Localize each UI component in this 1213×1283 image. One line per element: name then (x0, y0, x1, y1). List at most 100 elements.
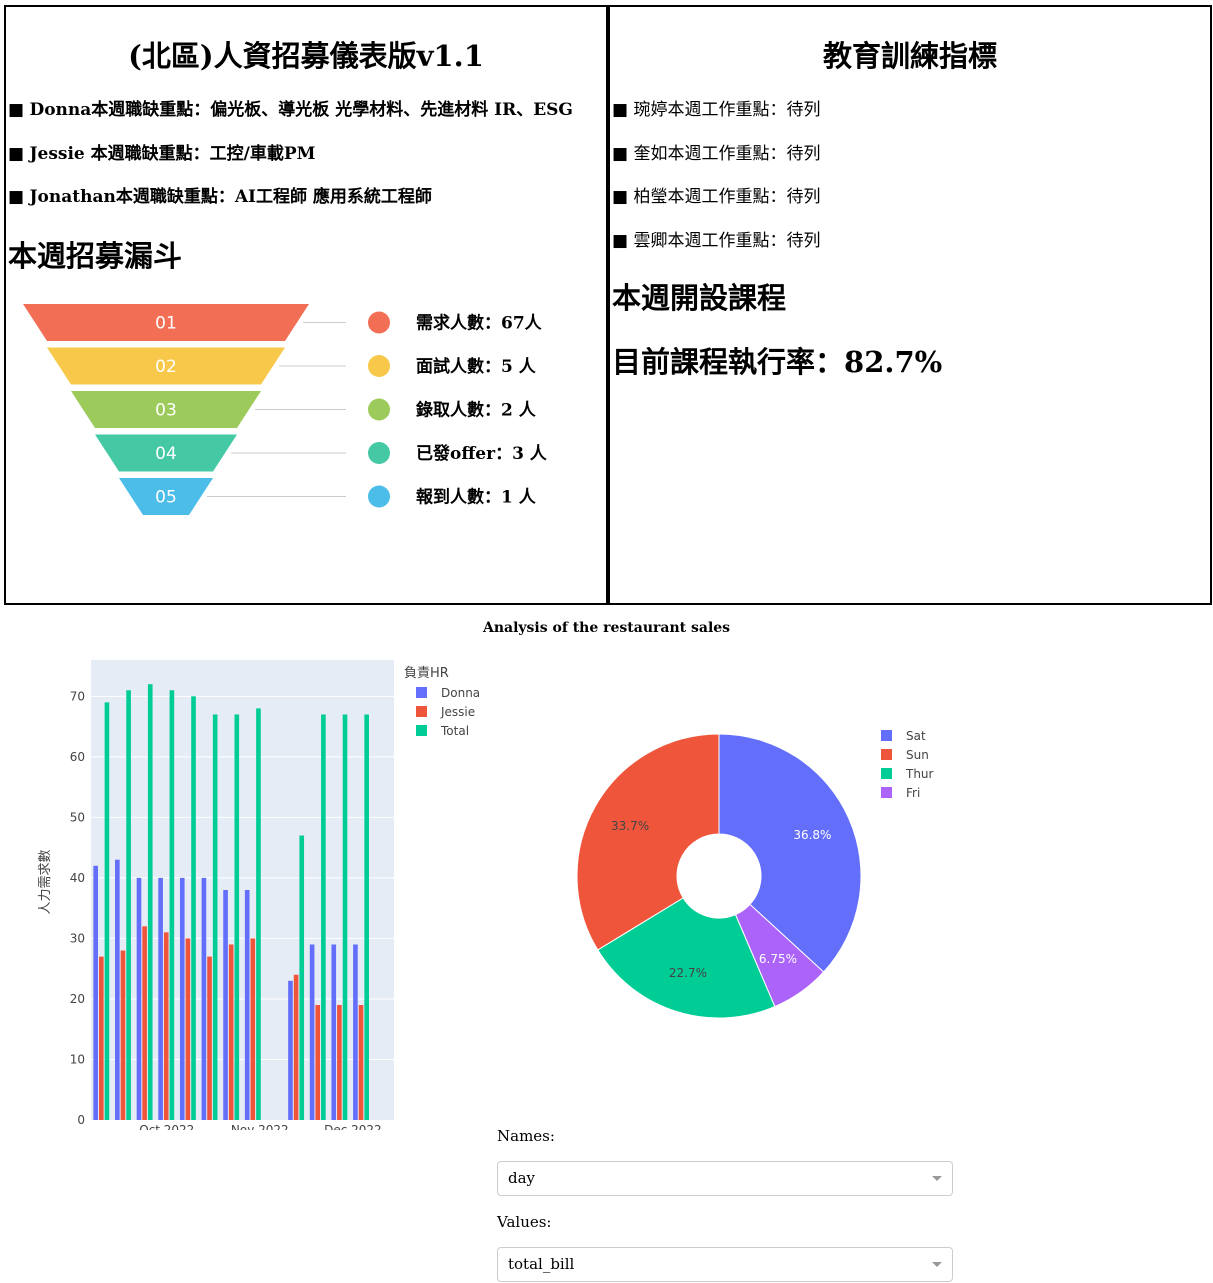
legend-label-donna: Donna (441, 686, 480, 700)
legend-label-sat: Sat (906, 729, 926, 743)
bar-donna (201, 877, 207, 1120)
funnel-step-label: 錄取人數：2 人 (416, 400, 537, 421)
legend-swatch-thur (881, 768, 892, 779)
bar-jessie (142, 926, 147, 1120)
focus-item-1: ■ 琬婷本週工作重點：待列 (612, 100, 821, 120)
legend-label-thur: Thur (905, 767, 934, 781)
bar-total (321, 714, 326, 1120)
bullet-icon: ■ (612, 187, 629, 207)
course-rate: 目前課程執行率：82.7% (612, 339, 942, 381)
funnel-heading: 本週招募漏斗 (8, 239, 183, 273)
funnel-step-number: 03 (155, 401, 177, 421)
bar-donna (158, 877, 163, 1120)
bar-donna (244, 890, 250, 1120)
names-dropdown-value: day (508, 1169, 536, 1187)
funnel-step-label: 報到人數：1 人 (416, 487, 537, 508)
funnel-step-shape (95, 434, 237, 472)
funnel-legend-dot (368, 311, 390, 334)
funnel-step-number: 01 (155, 314, 177, 334)
y-tick-label: 20 (70, 992, 85, 1006)
funnel-step-shape (119, 478, 213, 515)
dashboard-title: Analysis of the restaurant sales (482, 620, 731, 636)
funnel-step-shape (47, 347, 285, 385)
focus-item-jessie: ■ Jessie 本週職缺重點：工控/車載PM (8, 144, 316, 164)
recruit-funnel: 01 需求人數：67人 02 面試人數：5 人 03 錄取人數：2 人 04 已發offer：… (23, 304, 548, 515)
bar-jessie (163, 932, 169, 1120)
values-dropdown[interactable]: total_bill (497, 1247, 953, 1282)
chevron-down-icon[interactable] (932, 1262, 942, 1267)
y-tick-label: 70 (70, 689, 85, 703)
funnel-step-03: 03 錄取人數：2 人 (71, 391, 537, 428)
bar-donna (93, 865, 99, 1120)
pie-slice-label: 22.7% (669, 966, 707, 980)
focus-item-4: ■ 雲卿本週工作重點：待列 (612, 231, 821, 251)
y-tick-label: 40 (70, 871, 85, 885)
bar-jessie (358, 1005, 364, 1120)
values-label: Values: (497, 1213, 552, 1231)
funnel-step-05: 05 報到人數：1 人 (119, 478, 537, 515)
y-tick-label: 0 (77, 1113, 85, 1127)
legend-label-sun: Sun (906, 748, 929, 762)
recruit-panel-title: (北區)人資招募儀表版v1.1 (128, 39, 484, 73)
funnel-step-number: 05 (155, 488, 177, 508)
bar-jessie (185, 938, 191, 1120)
sales-pie-chart: 36.8% 6.75% 22.7% 33.7% Sat Sun Thur Fri (576, 729, 934, 1019)
courses-heading: 本週開設課程 (612, 281, 787, 315)
bar-jessie (99, 956, 104, 1120)
funnel-legend-dot (368, 355, 390, 377)
names-dropdown[interactable]: day (497, 1161, 953, 1196)
bar-jessie (315, 1005, 321, 1120)
funnel-step-label: 面試人數：5 人 (416, 356, 537, 377)
bar-donna (331, 944, 337, 1120)
bullet-icon: ■ (612, 100, 629, 120)
bar-donna (223, 890, 228, 1120)
funnel-step-04: 04 已發offer：3 人 (95, 434, 548, 472)
y-tick-label: 50 (70, 810, 85, 824)
focus-item-jonathan: ■ Jonathan本週職缺重點：AI工程師 應用系統工程師 (8, 187, 432, 207)
training-panel: 教育訓練指標 ■ 琬婷本週工作重點：待列 ■ 奎如本週工作重點：待列 ■ 柏瑩本… (608, 5, 1212, 605)
chevron-down-icon[interactable] (932, 1176, 942, 1181)
bar-jessie (207, 956, 212, 1120)
bar-donna (288, 980, 293, 1120)
bullet-icon: ■ (8, 100, 25, 120)
pie-slice-sat (718, 733, 862, 973)
bar-total (191, 696, 196, 1120)
funnel-step-number: 04 (155, 444, 177, 464)
bar-jessie (337, 1005, 342, 1120)
bar-jessie (120, 950, 126, 1120)
bullet-icon: ■ (612, 231, 629, 251)
bar-total (126, 690, 131, 1120)
pie-slice-thur (597, 897, 776, 1019)
bar-donna (309, 944, 315, 1120)
legend-swatch-total (416, 725, 427, 736)
pie-slice-label: 6.75% (759, 952, 797, 966)
focus-item-2: ■ 奎如本週工作重點：待列 (612, 144, 821, 164)
funnel-step-02: 02 面試人數：5 人 (47, 347, 537, 385)
funnel-step-01: 01 需求人數：67人 (23, 304, 543, 341)
legend-label-total: Total (440, 724, 469, 738)
bar-jessie (293, 974, 299, 1120)
x-tick-label: Dec 2022 (324, 1123, 382, 1130)
funnel-legend-dot (368, 485, 390, 508)
funnel-step-label: 需求人數：67人 (416, 313, 543, 334)
training-panel-title: 教育訓練指標 (822, 39, 997, 73)
plot-area (91, 660, 394, 1120)
x-tick-label: Oct 2022 (139, 1123, 194, 1130)
hr-demand-bar-chart: 0 10 20 30 40 50 60 70 Oct 2022 Nov 2022 Dec 2022 D… (38, 660, 480, 1130)
bar-donna (115, 859, 120, 1120)
pie-slice-sun (576, 733, 720, 951)
funnel-legend-dot (368, 442, 390, 464)
legend-swatch-sun (881, 749, 892, 760)
legend-title: 負責HR (404, 666, 449, 681)
bullet-icon: ■ (8, 144, 25, 164)
names-label: Names: (497, 1127, 555, 1145)
bullet-icon: ■ (8, 187, 25, 207)
funnel-step-shape (71, 391, 261, 428)
bar-jessie (250, 938, 256, 1120)
bar-total (234, 714, 240, 1120)
funnel-step-shape (23, 304, 309, 341)
funnel-step-number: 02 (155, 357, 177, 377)
course-rate-label: 目前課程執行率： (612, 345, 845, 379)
values-dropdown-value: total_bill (508, 1255, 575, 1273)
bar-total (147, 684, 153, 1120)
